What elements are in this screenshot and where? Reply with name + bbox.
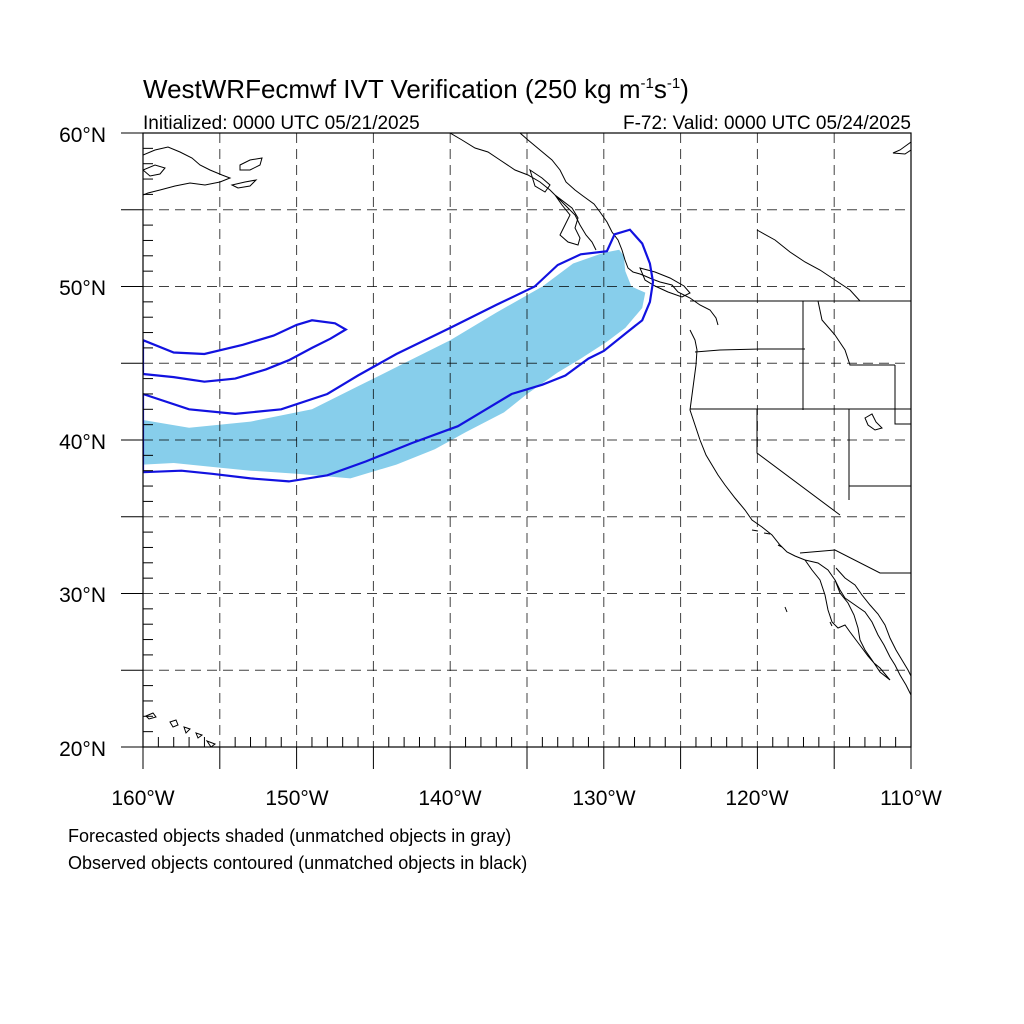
vancouver-island (639, 267, 691, 298)
political-borders (690, 229, 911, 574)
baja-california (804, 559, 891, 681)
wyoming-utah-border (894, 365, 911, 425)
alaska-panhandle (449, 133, 597, 251)
forecast-ivt-object (143, 249, 646, 479)
init-time-label: Initialized: 0000 UTC 05/21/2025 (143, 113, 420, 134)
canadian-rockies (756, 229, 861, 302)
lat-label-50n: 50°N (59, 277, 106, 300)
observed-contour-2 (143, 319, 348, 383)
axis-ticks (121, 132, 912, 769)
lon-label-160w: 160°W (111, 787, 174, 810)
lon-label-120w: 120°W (725, 787, 788, 810)
idaho-montana-border (817, 300, 895, 366)
lon-label-150w: 150°W (265, 787, 328, 810)
california-nevada-border (756, 409, 841, 516)
lat-label-30n: 30°N (59, 584, 106, 607)
us-mexico-border (799, 549, 911, 574)
lon-label-110w: 110°W (880, 787, 942, 810)
observed-contour-1 (143, 228, 655, 483)
graticule (143, 133, 911, 747)
observed-ivt-contours (143, 228, 655, 483)
forecast-note: Forecasted objects shaded (unmatched obj… (68, 826, 511, 846)
great-salt-lake (864, 413, 883, 431)
north-america-west-coast (519, 133, 911, 696)
observed-note: Observed objects contoured (unmatched ob… (68, 853, 527, 873)
lat-label-60n: 60°N (59, 124, 106, 147)
channel-islands (751, 529, 833, 627)
lon-label-140w: 140°W (418, 787, 481, 810)
hawaii-islands (145, 712, 217, 747)
lat-label-20n: 20°N (59, 738, 106, 761)
gulf-of-california-coast (835, 567, 911, 677)
lat-label-40n: 40°N (59, 431, 106, 454)
washington-oregon-border (694, 348, 805, 353)
valid-time-label: F-72: Valid: 0000 UTC 05/24/2025 (623, 113, 911, 134)
lon-label-130w: 130°W (572, 787, 635, 810)
coastlines (143, 133, 911, 747)
chart-title: WestWRFecmwf IVT Verification (250 kg m-… (143, 74, 689, 104)
alaska-coast (143, 146, 263, 196)
